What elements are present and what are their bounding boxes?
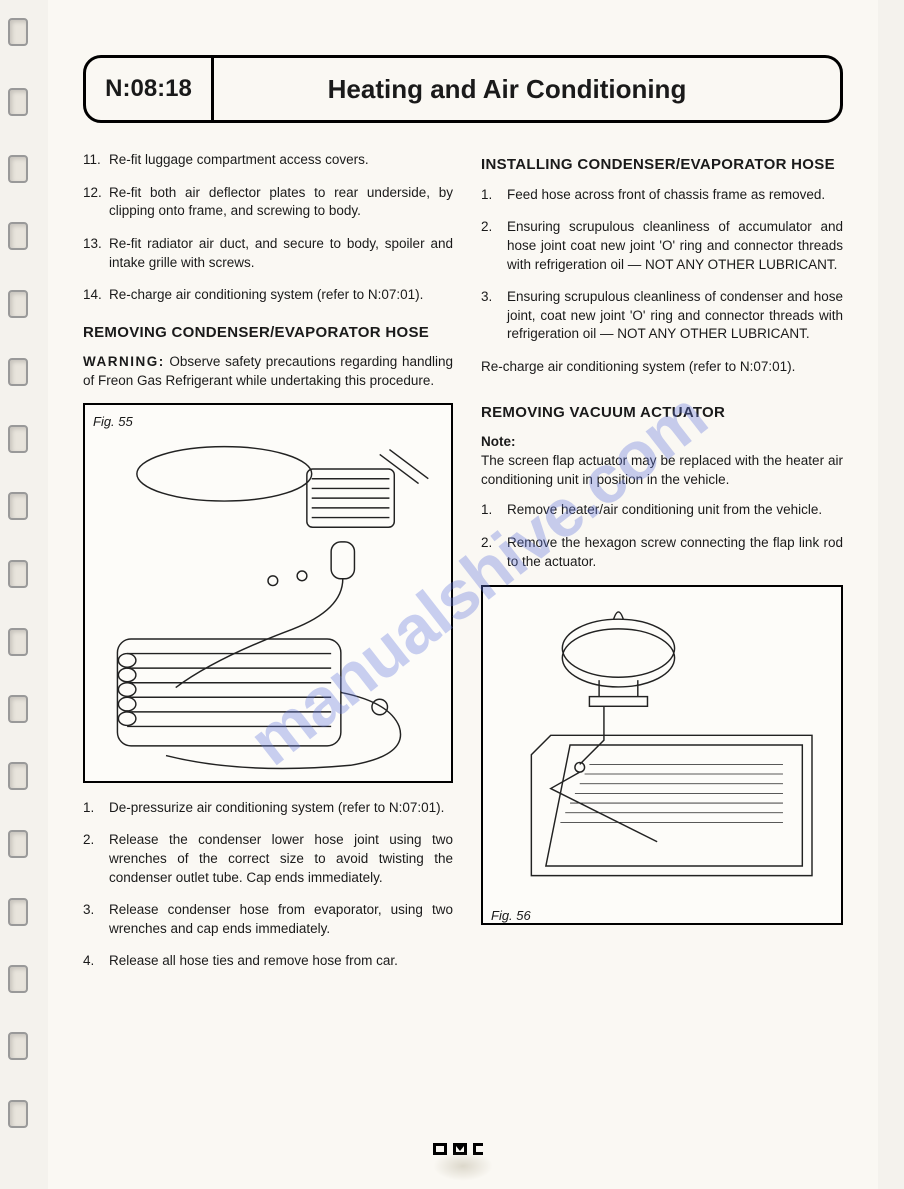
removing-hose-steps: 1.De-pressurize air conditioning system … [83, 799, 453, 971]
list-item: 2.Remove the hexagon screw connecting th… [481, 534, 843, 571]
binding-hole [8, 358, 28, 386]
left-column: 11.Re-fit luggage compartment access cov… [83, 151, 453, 985]
list-item: 2.Release the condenser lower hose joint… [83, 831, 453, 887]
list-item: 1.Feed hose across front of chassis fram… [481, 186, 843, 205]
list-item: 14.Re-charge air conditioning system (re… [83, 286, 453, 305]
binding-hole [8, 155, 28, 183]
note-text: The screen flap actuator may be replaced… [481, 453, 843, 487]
list-item: 3.Ensuring scrupulous cleanliness of con… [481, 288, 843, 344]
binding-hole [8, 425, 28, 453]
warning-paragraph: WARNING: Observe safety precautions rega… [83, 353, 453, 390]
note-label: Note: [481, 434, 516, 449]
figure-label: Fig. 55 [93, 413, 443, 431]
binding-hole [8, 965, 28, 993]
binding-hole [8, 1100, 28, 1128]
section-heading-removing-hose: REMOVING CONDENSER/EVAPORATOR HOSE [83, 323, 453, 344]
right-column: INSTALLING CONDENSER/EVAPORATOR HOSE 1.F… [481, 151, 843, 985]
binding-hole [8, 695, 28, 723]
binding-hole [8, 560, 28, 588]
list-item: 13.Re-fit radiator air duct, and secure … [83, 235, 453, 272]
section-code: N:08:18 [86, 58, 214, 120]
page-stain [433, 1151, 493, 1181]
list-item: 11.Re-fit luggage compartment access cov… [83, 151, 453, 170]
binding-hole [8, 762, 28, 790]
section-heading-installing-hose: INSTALLING CONDENSER/EVAPORATOR HOSE [481, 155, 843, 176]
figure-55-diagram [93, 435, 443, 775]
list-item: 1.De-pressurize air conditioning system … [83, 799, 453, 818]
warning-label: WARNING: [83, 354, 165, 369]
continued-steps: 11.Re-fit luggage compartment access cov… [83, 151, 453, 305]
recharge-note: Re-charge air conditioning system (refer… [481, 358, 843, 377]
figure-label: Fig. 56 [491, 907, 833, 925]
binding-hole [8, 898, 28, 926]
list-item: 1.Remove heater/air conditioning unit fr… [481, 501, 843, 520]
vacuum-actuator-steps: 1.Remove heater/air conditioning unit fr… [481, 501, 843, 571]
content-columns: 11.Re-fit luggage compartment access cov… [83, 151, 843, 985]
binding-hole [8, 290, 28, 318]
binding-hole [8, 830, 28, 858]
list-item: 3.Release condenser hose from evaporator… [83, 901, 453, 938]
manual-page: N:08:18 Heating and Air Conditioning 11.… [48, 0, 878, 1189]
figure-56-diagram [491, 595, 833, 895]
binding-hole [8, 222, 28, 250]
section-heading-vacuum-actuator: REMOVING VACUUM ACTUATOR [481, 403, 843, 424]
binding-hole [8, 1032, 28, 1060]
page-title: Heating and Air Conditioning [214, 58, 840, 120]
page-header: N:08:18 Heating and Air Conditioning [83, 55, 843, 123]
figure-56: Fig. 56 [481, 585, 843, 925]
binding-hole [8, 492, 28, 520]
binding-hole [8, 18, 28, 46]
spiral-binding [0, 0, 40, 1189]
list-item: 4.Release all hose ties and remove hose … [83, 952, 453, 971]
binding-hole [8, 88, 28, 116]
binding-hole [8, 628, 28, 656]
list-item: 2.Ensuring scrupulous cleanliness of acc… [481, 218, 843, 274]
installing-hose-steps: 1.Feed hose across front of chassis fram… [481, 186, 843, 344]
note-paragraph: Note: The screen flap actuator may be rep… [481, 433, 843, 489]
list-item: 12.Re-fit both air deflector plates to r… [83, 184, 453, 221]
figure-55: Fig. 55 [83, 403, 453, 783]
